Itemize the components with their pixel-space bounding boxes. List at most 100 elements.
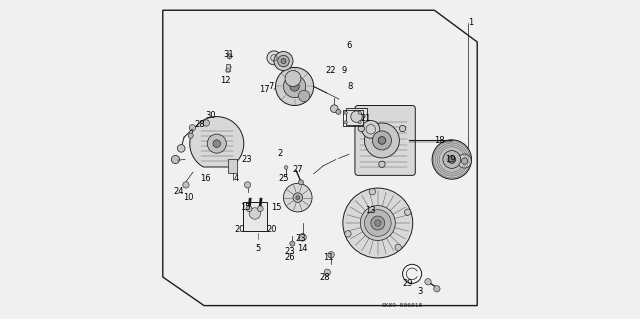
Text: SK89-E06018: SK89-E06018 [382,303,423,308]
Circle shape [207,134,227,153]
Circle shape [336,109,341,115]
Circle shape [458,154,472,168]
Circle shape [278,55,289,67]
Circle shape [281,58,286,63]
Text: 27: 27 [292,165,303,174]
Circle shape [358,121,362,124]
Circle shape [404,209,411,215]
Text: 19: 19 [445,155,456,164]
Circle shape [284,166,288,169]
Bar [346,108,367,125]
Circle shape [395,244,401,250]
Circle shape [188,133,193,138]
Circle shape [249,208,260,219]
Circle shape [284,183,312,212]
Text: 21: 21 [361,114,371,123]
Text: 23: 23 [296,234,307,243]
Circle shape [434,286,440,292]
Bar [243,202,267,231]
Text: 15: 15 [271,203,281,211]
Circle shape [372,131,392,150]
Text: 9: 9 [341,66,346,75]
Circle shape [374,220,381,226]
Circle shape [257,206,263,211]
Circle shape [299,234,307,241]
Circle shape [425,278,431,285]
Circle shape [177,145,185,152]
Text: 28: 28 [194,120,205,129]
Circle shape [371,216,385,230]
Text: 26: 26 [285,254,295,263]
Text: 10: 10 [183,193,193,202]
Circle shape [203,120,209,126]
Text: 12: 12 [220,76,230,85]
Circle shape [328,252,334,258]
Circle shape [293,193,303,202]
Circle shape [364,123,399,158]
Text: 5: 5 [255,244,260,253]
Text: 22: 22 [326,66,337,75]
Text: 13: 13 [365,206,376,215]
Circle shape [276,67,314,106]
Circle shape [274,51,293,70]
Text: 1: 1 [468,19,473,27]
Text: 30: 30 [205,111,216,120]
Circle shape [399,125,406,132]
Circle shape [358,111,362,115]
Circle shape [330,105,338,113]
Circle shape [285,70,301,86]
Text: 20: 20 [266,225,276,234]
Circle shape [244,182,251,188]
Text: 7: 7 [268,82,273,91]
Text: 25: 25 [278,174,289,183]
Text: 17: 17 [259,85,269,94]
Bar [226,64,230,71]
Text: 14: 14 [298,244,308,253]
Text: 2: 2 [278,149,283,158]
Bar [228,159,237,173]
Circle shape [298,180,303,185]
Circle shape [172,155,180,164]
Polygon shape [190,117,244,167]
Text: 4: 4 [233,174,239,183]
Text: 28: 28 [319,272,330,281]
Circle shape [290,82,300,91]
Circle shape [284,75,306,98]
Circle shape [378,137,386,144]
Circle shape [345,231,351,237]
Bar [343,110,362,125]
Circle shape [432,140,472,179]
Text: 3: 3 [417,287,423,296]
Circle shape [296,196,300,199]
Circle shape [360,205,396,241]
Text: 20: 20 [235,225,245,234]
Circle shape [364,210,391,236]
Text: 23: 23 [242,155,252,164]
Text: 11: 11 [323,254,333,263]
Text: 29: 29 [402,279,413,288]
Circle shape [343,188,413,258]
Circle shape [298,90,310,102]
Circle shape [369,189,376,195]
Circle shape [379,161,385,167]
Circle shape [324,269,330,275]
Circle shape [443,151,461,168]
Text: 31: 31 [223,50,234,59]
Circle shape [267,51,281,65]
Circle shape [344,121,348,124]
FancyBboxPatch shape [355,106,415,175]
Text: 8: 8 [348,82,353,91]
Circle shape [183,182,189,188]
Circle shape [213,140,221,147]
Text: 18: 18 [434,136,444,145]
Circle shape [344,111,348,115]
Circle shape [189,124,195,131]
Text: 23: 23 [285,247,295,256]
Circle shape [227,54,232,59]
Circle shape [362,121,380,138]
Text: 15: 15 [239,203,250,211]
Circle shape [358,125,365,132]
Text: 6: 6 [346,41,351,50]
Text: 16: 16 [200,174,211,183]
Text: 24: 24 [173,187,184,196]
